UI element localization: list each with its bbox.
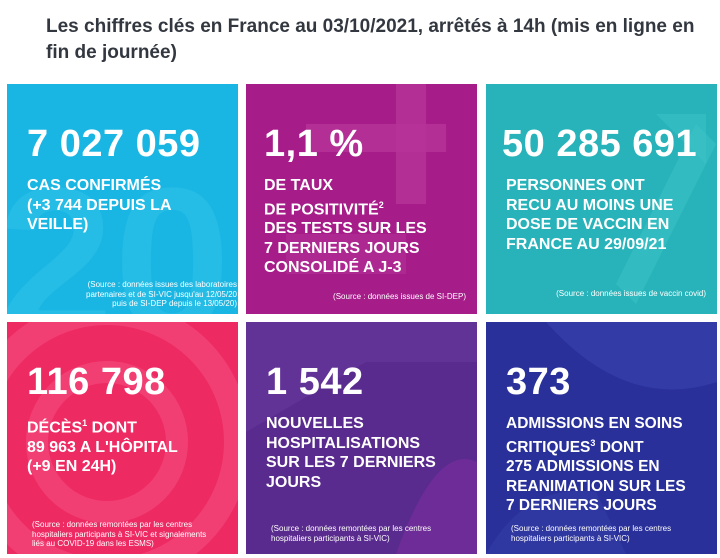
label-line: NOUVELLES <box>266 415 364 432</box>
label-line: (+9 EN 24H) <box>27 458 117 476</box>
label-line: PERSONNES ONT <box>506 177 645 194</box>
vaccinated-source: (Source : données issues de vaccin covid… <box>506 289 706 299</box>
label-line: JOURS <box>266 473 322 491</box>
deaths-label: DÉCÈS1 DONT 89 963 A L'HÔPITAL (+9 EN 24… <box>27 414 237 477</box>
source-line: puis de SI-DEP depuis le 13/05/20) <box>112 299 237 308</box>
tile-deaths: 116 798 DÉCÈS1 DONT 89 963 A L'HÔPITAL (… <box>7 322 238 554</box>
source-line: (Source : données remontées par les cent… <box>32 520 193 529</box>
source-line: hospitaliers participants à SI-VIC et si… <box>32 529 207 539</box>
positivity-rate-source: (Source : données issues de SI-DEP) <box>286 292 466 302</box>
label-line: DES TESTS SUR LES <box>264 220 427 238</box>
positivity-rate-number: 1,1 % <box>264 123 364 165</box>
label-line: DÉCÈS1 DONT <box>27 414 237 438</box>
label-line-text: DE POSITIVITÉ <box>264 200 379 218</box>
label-line-suffix: DONT <box>87 419 137 437</box>
label-line: ADMISSIONS EN SOINS <box>506 415 683 432</box>
label-line-text: CRITIQUES <box>506 438 591 456</box>
critical-care-label: ADMISSIONS EN SOINS CRITIQUES3 DONT 275 … <box>506 414 717 516</box>
source-line: (Source : données issues des laboratoire… <box>87 280 237 289</box>
label-line: FRANCE AU 29/09/21 <box>506 235 667 253</box>
source-line: liés au COVID-19 dans les ESMS) <box>32 539 154 548</box>
label-line: (+3 744 DEPUIS LA <box>27 196 172 214</box>
footnote-marker: 3 <box>590 437 596 448</box>
label-line: DE POSITIVITÉ2 <box>264 196 474 220</box>
confirmed-cases-label: CAS CONFIRMÉS (+3 744 DEPUIS LA VEILLE) <box>27 176 237 235</box>
source-line: hospitaliers participants à SI-VIC) <box>511 533 630 543</box>
label-line: 89 963 A L'HÔPITAL <box>27 438 178 456</box>
label-line: CAS CONFIRMÉS <box>27 177 162 194</box>
tile-confirmed-cases: 20 7 027 059 CAS CONFIRMÉS (+3 744 DEPUI… <box>7 84 238 314</box>
critical-care-source: (Source : données remontées par les cent… <box>511 524 711 543</box>
tile-hospitalisations: 1 542 NOUVELLES HOSPITALISATIONS SUR LES… <box>246 322 477 554</box>
confirmed-cases-number: 7 027 059 <box>27 123 201 165</box>
source-line: (Source : données remontées par les cent… <box>271 524 432 533</box>
deaths-source: (Source : données remontées par les cent… <box>32 520 237 549</box>
confirmed-cases-source: (Source : données issues des laboratoire… <box>57 280 237 309</box>
hospitalisations-number: 1 542 <box>266 361 364 403</box>
label-line: CRITIQUES3 DONT <box>506 434 717 458</box>
footnote-marker: 2 <box>378 199 384 210</box>
tile-vaccinated: 50 285 691 PERSONNES ONT RECU AU MOINS U… <box>486 84 717 314</box>
label-line: 275 ADMISSIONS EN <box>506 458 660 476</box>
label-line: SUR LES 7 DERNIERS <box>266 454 436 471</box>
hospitalisations-label: NOUVELLES HOSPITALISATIONS SUR LES 7 DER… <box>266 414 476 492</box>
label-line: CONSOLIDÉ A J-3 <box>264 259 402 277</box>
tile-critical-care: 373 ADMISSIONS EN SOINS CRITIQUES3 DONT … <box>486 322 717 554</box>
label-line: VEILLE) <box>27 216 89 233</box>
vaccinated-number: 50 285 691 <box>502 123 698 165</box>
source-line: partenaires et de SI-VIC jusqu'au 12/05/… <box>86 289 237 299</box>
label-line: 7 DERNIERS JOURS <box>506 497 657 515</box>
deaths-number: 116 798 <box>27 361 166 403</box>
source-line: (Source : données issues de SI-DEP) <box>333 292 466 301</box>
label-line-suffix: DONT <box>595 438 644 456</box>
label-line: DOSE DE VACCIN EN <box>506 216 670 233</box>
label-line-text: DÉCÈS <box>27 419 83 437</box>
label-line: REANIMATION SUR LES <box>506 477 686 495</box>
source-line: hospitaliers participants à SI-VIC) <box>271 533 390 543</box>
page-headline: Les chiffres clés en France au 03/10/202… <box>46 16 695 63</box>
source-line: (Source : données issues de vaccin covid… <box>556 289 706 298</box>
label-line: RECU AU MOINS UNE <box>506 196 674 214</box>
positivity-rate-label: DE TAUX DE POSITIVITÉ2 DES TESTS SUR LES… <box>264 176 474 278</box>
label-line: HOSPITALISATIONS <box>266 434 421 452</box>
footnote-marker: 1 <box>82 418 88 428</box>
label-line: DE TAUX <box>264 177 334 194</box>
hospitalisations-source: (Source : données remontées par les cent… <box>271 524 471 543</box>
tile-positivity-rate: 1,1 % DE TAUX DE POSITIVITÉ2 DES TESTS S… <box>246 84 477 314</box>
source-line: (Source : données remontées par les cent… <box>511 524 672 533</box>
critical-care-number: 373 <box>506 361 571 403</box>
label-line: 7 DERNIERS JOURS <box>264 239 420 257</box>
vaccinated-label: PERSONNES ONT RECU AU MOINS UNE DOSE DE … <box>506 176 716 254</box>
